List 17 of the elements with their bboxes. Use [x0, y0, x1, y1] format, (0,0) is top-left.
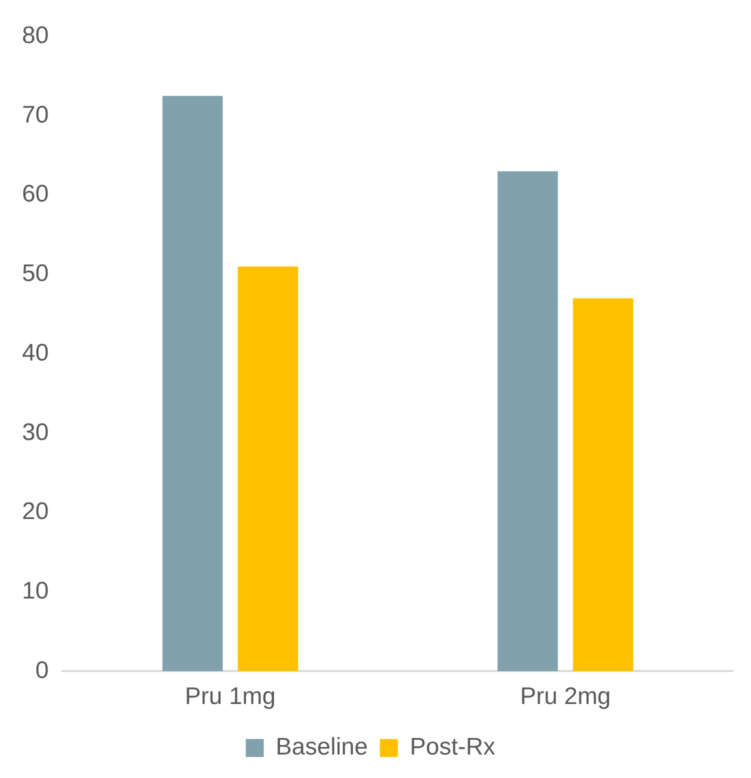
y-tick-label: 10: [22, 577, 49, 604]
y-tick-label: 70: [22, 101, 49, 128]
bar: [572, 298, 634, 672]
y-tick-label: 20: [22, 498, 49, 526]
y-tick-label: 80: [22, 22, 49, 50]
x-tick-label: Pru 2mg: [520, 683, 611, 710]
y-tick-label: 0: [35, 656, 49, 684]
bar: [498, 171, 558, 672]
y-tick-label: 60: [22, 180, 49, 208]
x-tick-label: Pru 1mg: [184, 683, 276, 710]
bar: [238, 266, 298, 672]
y-tick-label: 50: [22, 260, 49, 288]
bar: [162, 96, 223, 672]
legend-label: Post-Rx: [410, 734, 496, 761]
y-tick-label: 40: [22, 339, 49, 366]
legend-label: Baseline: [276, 734, 368, 761]
y-tick-label: 30: [22, 418, 49, 446]
